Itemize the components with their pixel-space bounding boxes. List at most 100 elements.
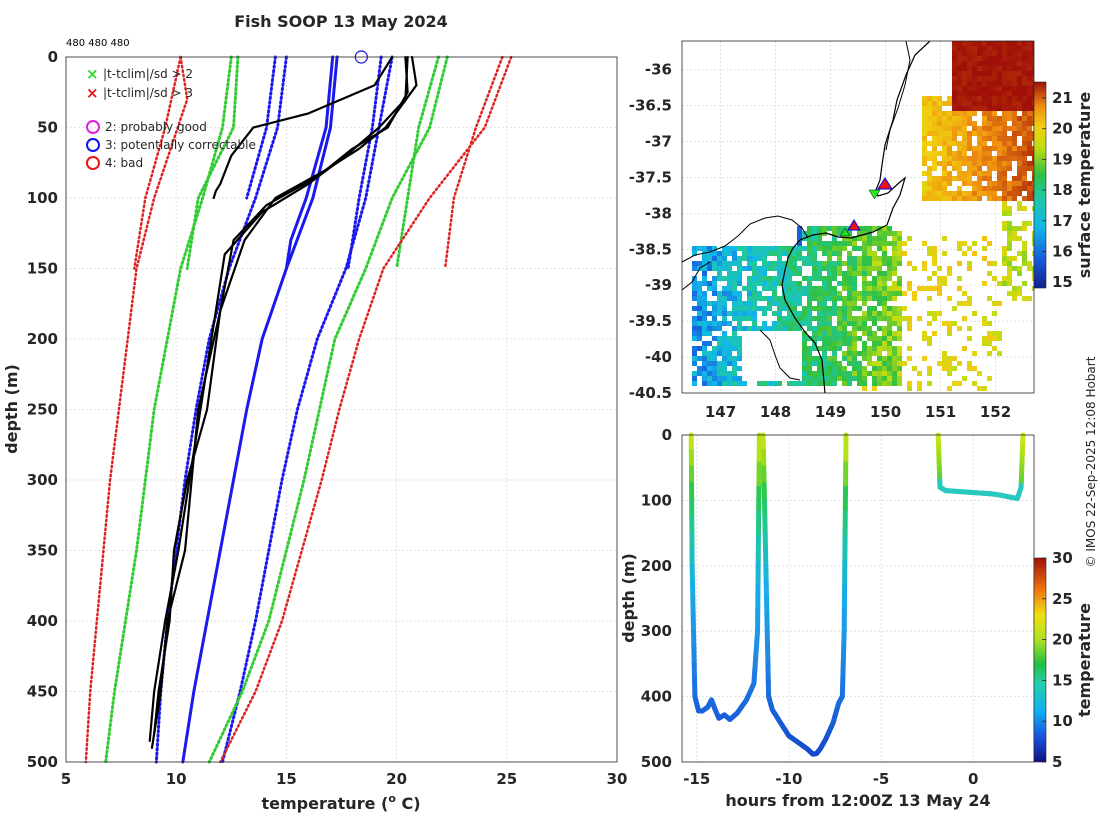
sst-cell (782, 326, 787, 331)
sst-cell (717, 376, 722, 381)
sst-cell (737, 356, 742, 361)
sst-cell (917, 286, 922, 291)
sst-cell (807, 321, 812, 326)
sst-cell (997, 331, 1002, 336)
sst-cell (942, 116, 947, 121)
sst-cell (997, 166, 1002, 171)
sst-cell (827, 246, 832, 251)
sst-cell (812, 261, 817, 266)
sst-cell (812, 346, 817, 351)
sst-cell (1022, 51, 1027, 56)
sst-cell (887, 291, 892, 296)
sst-cell (877, 376, 882, 381)
sst-cell (1032, 176, 1034, 181)
sst-cell (867, 261, 872, 266)
sst-cell (1027, 76, 1032, 81)
sst-cell (927, 381, 932, 386)
sst-cell (757, 291, 762, 296)
sst-cell (942, 156, 947, 161)
sst-cell (822, 241, 827, 246)
sst-cell (987, 61, 992, 66)
sst-cell (927, 186, 932, 191)
sst-cell (942, 181, 947, 186)
sst-cell (867, 371, 872, 376)
sst-cell (1002, 191, 1007, 196)
sst-cell (877, 311, 882, 316)
sst-cell (872, 296, 877, 301)
sst-cell (897, 381, 902, 386)
sst-cell (992, 86, 997, 91)
sst-cell (932, 271, 937, 276)
sst-cell (1017, 146, 1022, 151)
sst-cell (722, 286, 727, 291)
sst-cell (927, 116, 932, 121)
sst-cell (792, 316, 797, 321)
sst-cell (972, 101, 977, 106)
sst-cell (727, 266, 732, 271)
sst-cell (757, 256, 762, 261)
sst-cell (987, 51, 992, 56)
sst-cell (1017, 41, 1022, 46)
sst-cell (762, 321, 767, 326)
sst-cell (867, 266, 872, 271)
sst-cell (802, 321, 807, 326)
sst-cell (942, 126, 947, 131)
sst-cell (952, 306, 957, 311)
sst-cell (987, 91, 992, 96)
sst-cell (692, 286, 697, 291)
sst-cell (767, 251, 772, 256)
sst-cell (927, 106, 932, 111)
sst-cb-tick: 15 (1052, 273, 1073, 291)
sst-cell (752, 251, 757, 256)
sst-cell (1027, 41, 1032, 46)
sst-cell (957, 276, 962, 281)
coastline-west (682, 215, 809, 381)
sst-cell (897, 351, 902, 356)
sst-cell (897, 321, 902, 326)
sst-cell (947, 121, 952, 126)
sst-cell (1012, 101, 1017, 106)
sst-cell (892, 371, 897, 376)
sst-cell (752, 246, 757, 251)
sst-cell (722, 246, 727, 251)
sst-cell (1007, 91, 1012, 96)
sst-cell (732, 341, 737, 346)
sst-cell (1002, 96, 1007, 101)
sst-cell (827, 341, 832, 346)
sst-cell (802, 306, 807, 311)
sst-cell (872, 306, 877, 311)
profile-series-3 (220, 55, 394, 764)
sst-cell (797, 291, 802, 296)
sst-cell (807, 301, 812, 306)
sst-cell (1022, 196, 1027, 201)
sst-cell (1017, 251, 1022, 256)
sst-cell (862, 326, 867, 331)
sst-cell (1007, 211, 1012, 216)
sst-cell (1032, 156, 1034, 161)
sst-cell (712, 311, 717, 316)
sst-cell (822, 246, 827, 251)
sst-cell (1017, 71, 1022, 76)
sst-cell (1017, 61, 1022, 66)
sst-cell (977, 91, 982, 96)
sst-cell (807, 376, 812, 381)
sst-cell (1027, 111, 1032, 116)
sst-cell (952, 61, 957, 66)
sst-cell (947, 356, 952, 361)
sst-cell (892, 381, 897, 386)
sst-cell (962, 56, 967, 61)
sst-cell (1027, 91, 1032, 96)
sst-cell (872, 226, 877, 231)
sst-cell (822, 226, 827, 231)
sst-cell (717, 346, 722, 351)
sst-cell (777, 256, 782, 261)
sst-cell (792, 281, 797, 286)
sst-cell (877, 231, 882, 236)
sst-cell (807, 246, 812, 251)
sst-cell (987, 191, 992, 196)
sst-cell (992, 111, 997, 116)
sst-cell (882, 366, 887, 371)
map-y-tick: -36.5 (629, 97, 672, 115)
sst-cell (927, 251, 932, 256)
sst-cell (1007, 101, 1012, 106)
